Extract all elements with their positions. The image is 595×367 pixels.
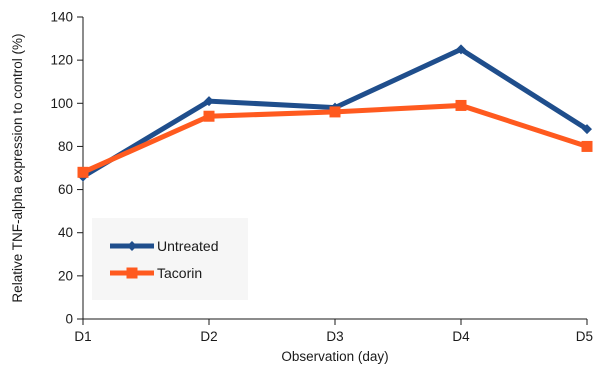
series-tacorin [77, 99, 593, 178]
x-tick-label: D3 [326, 329, 343, 344]
x-tick-label: D2 [200, 329, 217, 344]
y-tick-label: 40 [58, 225, 73, 240]
y-tick-label: 20 [58, 268, 73, 283]
data-point-untreated [456, 44, 466, 55]
y-tick-label: 100 [50, 96, 73, 111]
legend-label-untreated: Untreated [157, 238, 218, 254]
x-tick-label: D5 [576, 329, 593, 344]
legend-marker-tacorin [126, 267, 138, 279]
legend-item-tacorin: Tacorin [110, 265, 202, 281]
data-point-tacorin [329, 106, 341, 118]
x-tick-label: D1 [74, 329, 91, 344]
data-point-untreated [582, 124, 592, 135]
y-tick-label: 140 [50, 10, 73, 25]
data-point-tacorin [455, 99, 467, 111]
y-tick-label: 0 [65, 312, 73, 327]
x-axis-title: Observation (day) [281, 349, 388, 364]
legend-marker-untreated [127, 241, 137, 251]
y-tick-label: 80 [58, 139, 73, 154]
y-axis-title: Relative TNF-alpha expression to control… [10, 33, 25, 302]
x-tick-label: D4 [452, 329, 470, 344]
legend-background [92, 218, 248, 300]
y-tick-label: 120 [50, 53, 73, 68]
data-point-tacorin [77, 166, 89, 178]
data-point-untreated [204, 96, 214, 107]
data-point-tacorin [581, 140, 593, 152]
data-point-tacorin [203, 110, 215, 122]
legend-item-untreated: Untreated [110, 238, 218, 254]
legend-label-tacorin: Tacorin [157, 265, 202, 281]
y-tick-label: 60 [58, 182, 73, 197]
